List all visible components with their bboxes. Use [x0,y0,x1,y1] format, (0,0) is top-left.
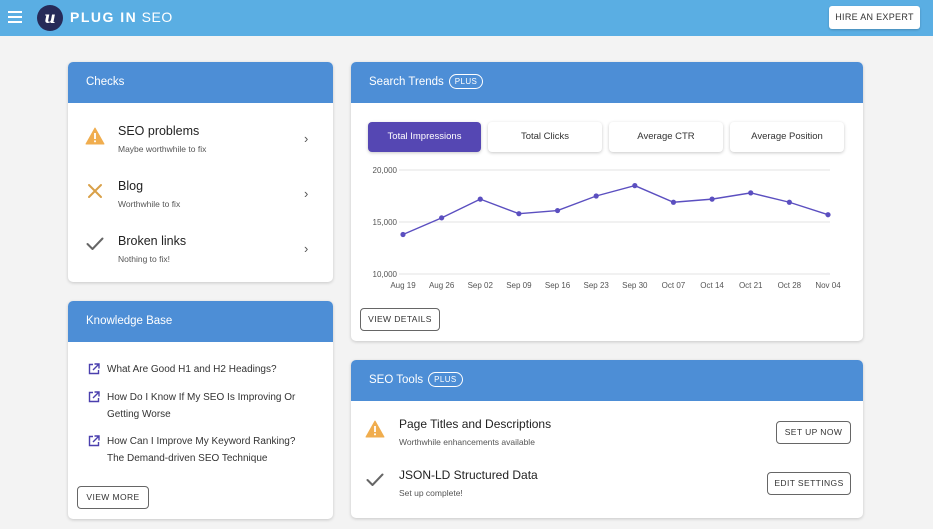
external-link-icon [88,363,100,375]
y-tick-label: 20,000 [373,166,398,175]
x-tick-label: Oct 07 [662,281,686,290]
checks-card: Checks SEO problems Maybe worthwhile to … [68,62,333,282]
seo-tools-title: SEO Tools [369,374,424,386]
kb-link-line: The Demand-driven SEO Technique [107,453,268,464]
chevron-right-icon[interactable]: › [304,131,309,146]
data-point [516,211,522,217]
data-point [477,196,483,202]
data-point [554,207,561,214]
x-tick-label: Nov 04 [815,281,841,290]
data-point [439,215,445,221]
data-point [709,196,715,202]
x-tick-label: Sep 23 [584,281,610,290]
seo-tools-header: SEO Tools PLUS [351,360,863,401]
checkmark-icon [366,473,384,486]
data-point [593,193,599,199]
external-link-icon [88,391,100,403]
app-name-rest: SEO [137,9,173,25]
seo-tools-card: SEO Tools PLUS Page Titles and Descriptio… [351,360,863,518]
cross-icon [88,184,102,198]
y-tick-label: 15,000 [373,218,398,227]
data-point [400,231,406,238]
knowledge-base-title: Knowledge Base [68,301,333,342]
x-tick-label: Aug 19 [390,281,416,290]
x-tick-label: Oct 28 [778,281,802,290]
app-name: PLUG IN SEO [70,9,173,25]
checks-card-title: Checks [68,62,333,103]
data-point [786,199,792,205]
kb-article-link[interactable]: How Do I Know If My SEO Is Improving Or G… [107,389,295,423]
y-tick-label: 10,000 [373,270,398,279]
warning-icon [85,127,105,145]
data-point [825,212,831,218]
chevron-right-icon[interactable]: › [304,186,309,201]
impressions-series-line [402,184,829,236]
x-tick-label: Oct 21 [739,281,763,290]
x-tick-label: Sep 30 [622,281,648,290]
hamburger-menu-icon[interactable] [8,11,22,23]
set-up-now-button[interactable]: SET UP NOW [776,421,851,444]
hire-expert-button[interactable]: HIRE AN EXPERT [829,6,920,29]
check-item-subtitle: Worthwhile to fix [118,199,181,209]
search-trends-card: Search Trends PLUS Total Impressions Tota… [351,62,863,341]
external-link-icon [88,435,100,447]
kb-link-line: Getting Worse [107,409,171,420]
tool-item-subtitle: Worthwhile enhancements available [399,437,535,447]
knowledge-base-card: Knowledge Base What Are Good H1 and H2 H… [68,301,333,519]
plus-badge: PLUS [448,74,484,89]
data-point [632,183,638,189]
kb-link-line: How Can I Improve My Keyword Ranking? [107,436,296,447]
app-name-bold: PLUG IN [70,9,138,25]
x-tick-label: Sep 16 [545,281,571,290]
tool-item-subtitle: Set up complete! [399,488,463,498]
data-point [748,190,754,196]
check-item-title[interactable]: SEO problems [118,124,200,138]
x-tick-label: Aug 26 [429,281,455,290]
kb-article-link[interactable]: How Can I Improve My Keyword Ranking? The… [107,433,295,467]
tab-total-clicks[interactable]: Total Clicks [488,122,602,152]
check-item-title[interactable]: Blog [118,179,144,193]
tab-average-ctr[interactable]: Average CTR [609,122,723,152]
edit-settings-button[interactable]: EDIT SETTINGS [767,472,851,495]
view-details-button[interactable]: VIEW DETAILS [360,308,440,331]
view-more-button[interactable]: VIEW MORE [77,486,149,509]
search-trends-header: Search Trends PLUS [351,62,863,103]
check-item-title[interactable]: Broken links [118,234,187,248]
x-tick-label: Oct 14 [700,281,724,290]
plus-badge: PLUS [428,372,463,387]
tab-average-position[interactable]: Average Position [730,122,844,152]
x-tick-label: Sep 09 [506,281,532,290]
warning-icon [365,420,385,438]
x-tick-label: Sep 02 [468,281,494,290]
checkmark-icon [86,237,104,250]
kb-article-link[interactable]: What Are Good H1 and H2 Headings? [107,361,277,378]
impressions-line-chart: 10,000 15,000 20,000 Aug 19 Aug 26 Sep 02 Sep … [373,166,842,290]
tool-item-title: Page Titles and Descriptions [399,417,552,431]
kb-link-line: What Are Good H1 and H2 Headings? [107,364,277,375]
check-item-subtitle: Maybe worthwhile to fix [118,144,207,154]
tab-total-impressions[interactable]: Total Impressions [368,122,481,152]
search-trends-title: Search Trends [369,76,444,88]
check-item-subtitle: Nothing to fix! [118,254,170,264]
top-bar: u PLUG IN SEO HIRE AN EXPERT [0,0,933,36]
chevron-right-icon[interactable]: › [304,241,309,256]
tool-item-title: JSON-LD Structured Data [399,468,538,482]
kb-link-line: How Do I Know If My SEO Is Improving Or [107,392,296,403]
data-point [670,199,677,205]
app-logo: u [37,5,63,31]
